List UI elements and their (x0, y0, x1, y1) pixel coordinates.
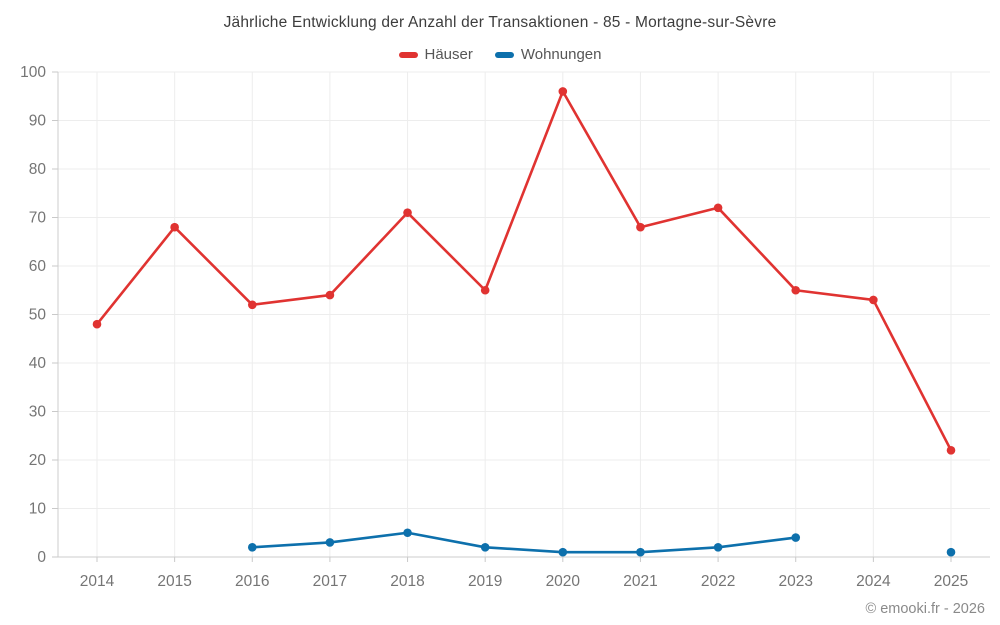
y-axis-label: 70 (29, 210, 47, 227)
data-point-h-user-2018[interactable] (403, 208, 412, 217)
y-axis-label: 10 (29, 501, 47, 518)
series-line-wohnungen (250, 531, 798, 554)
x-axis-label: 2021 (623, 573, 657, 590)
y-axis-label: 100 (20, 64, 46, 81)
chart-legend: Häuser Wohnungen (0, 46, 1000, 63)
x-axis-label: 2016 (235, 573, 269, 590)
data-point-h-user-2016[interactable] (247, 300, 257, 310)
data-point-h-user-2019[interactable] (480, 285, 490, 295)
y-axis-label: 30 (29, 404, 47, 421)
data-point-h-user-2025[interactable] (946, 446, 956, 455)
data-point-wohnungen-2022[interactable] (713, 543, 723, 552)
y-axis-label: 60 (29, 258, 47, 275)
y-axis-label: 90 (29, 113, 47, 130)
x-axis-label: 2014 (80, 573, 115, 590)
data-point-wohnungen-2023[interactable] (791, 533, 801, 542)
x-axis-label: 2025 (934, 573, 968, 590)
x-axis-label: 2022 (701, 573, 735, 590)
x-axis-label: 2024 (856, 573, 891, 590)
data-point-wohnungen-2018[interactable] (403, 528, 412, 538)
data-point-h-user-2023[interactable] (791, 285, 801, 295)
data-point-h-user-2020[interactable] (558, 87, 568, 96)
y-axis-label: 80 (29, 161, 47, 178)
attribution-text: © emooki.fr - 2026 (865, 601, 985, 617)
x-axis-label: 2015 (157, 573, 191, 590)
data-point-h-user-2017[interactable] (325, 290, 335, 300)
y-axis-label: 20 (29, 452, 47, 469)
y-axis-label: 0 (37, 549, 46, 566)
legend-label-haeuser: Häuser (424, 46, 473, 63)
x-axis-label: 2020 (546, 573, 581, 590)
x-axis-label: 2018 (390, 573, 424, 590)
data-point-h-user-2021[interactable] (636, 222, 645, 232)
legend-item-haeuser[interactable]: Häuser (398, 46, 473, 63)
legend-marker-haeuser-icon (398, 51, 418, 58)
legend-label-wohnungen: Wohnungen (520, 46, 602, 63)
data-point-h-user-2014[interactable] (92, 319, 102, 329)
data-point-wohnungen-2016[interactable] (247, 543, 257, 552)
x-axis-label: 2017 (313, 573, 347, 590)
data-point-wohnungen-2021[interactable] (636, 547, 645, 557)
data-point-wohnungen-2025[interactable] (946, 547, 956, 557)
data-point-wohnungen-2017[interactable] (325, 538, 335, 547)
data-point-h-user-2022[interactable] (713, 203, 723, 213)
data-point-wohnungen-2020[interactable] (558, 547, 568, 557)
series-line-h-user (95, 90, 953, 452)
x-axis-label: 2019 (468, 573, 502, 590)
data-point-wohnungen-2019[interactable] (480, 543, 490, 552)
chart-title: Jährliche Entwicklung der Anzahl der Tra… (223, 14, 777, 31)
legend-item-wohnungen[interactable]: Wohnungen (494, 46, 602, 63)
x-axis-label: 2023 (778, 573, 812, 590)
data-point-h-user-2015[interactable] (170, 222, 179, 232)
y-axis-label: 40 (29, 355, 47, 372)
data-point-h-user-2024[interactable] (869, 295, 878, 305)
legend-marker-wohnungen-icon (494, 51, 514, 58)
y-axis-label: 50 (29, 307, 47, 324)
